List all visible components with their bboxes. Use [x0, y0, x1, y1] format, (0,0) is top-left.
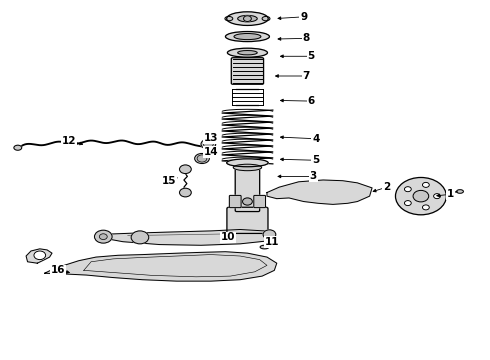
Text: 12: 12: [62, 136, 76, 145]
Polygon shape: [267, 180, 372, 204]
Circle shape: [422, 183, 429, 188]
Circle shape: [243, 198, 252, 205]
Circle shape: [434, 194, 441, 199]
Text: 11: 11: [265, 237, 279, 247]
Ellipse shape: [225, 32, 270, 41]
Ellipse shape: [227, 48, 268, 57]
Text: 1: 1: [446, 189, 454, 199]
FancyBboxPatch shape: [235, 162, 260, 212]
FancyBboxPatch shape: [229, 195, 241, 208]
FancyBboxPatch shape: [231, 58, 264, 84]
Circle shape: [263, 230, 276, 239]
Circle shape: [131, 231, 149, 244]
Ellipse shape: [233, 164, 262, 171]
Text: 5: 5: [312, 155, 319, 165]
Circle shape: [404, 201, 411, 206]
FancyBboxPatch shape: [254, 195, 266, 208]
Text: 14: 14: [203, 147, 218, 157]
Circle shape: [395, 177, 446, 215]
Circle shape: [95, 230, 112, 243]
Text: 8: 8: [302, 33, 310, 43]
Text: 3: 3: [310, 171, 317, 181]
Ellipse shape: [234, 33, 261, 40]
Circle shape: [413, 190, 429, 202]
Text: 4: 4: [312, 134, 319, 144]
Circle shape: [203, 140, 213, 148]
Text: 13: 13: [203, 133, 218, 143]
Ellipse shape: [225, 17, 233, 21]
Ellipse shape: [14, 145, 22, 150]
Text: 16: 16: [51, 265, 66, 275]
Circle shape: [179, 165, 191, 174]
FancyBboxPatch shape: [227, 207, 268, 233]
Polygon shape: [98, 229, 274, 245]
Circle shape: [34, 251, 46, 260]
Circle shape: [422, 205, 429, 210]
Text: 9: 9: [300, 12, 307, 22]
Ellipse shape: [195, 153, 209, 163]
Circle shape: [244, 16, 251, 22]
Circle shape: [197, 155, 207, 162]
Text: 5: 5: [307, 51, 315, 61]
Ellipse shape: [227, 12, 268, 26]
Ellipse shape: [260, 245, 269, 249]
Text: 2: 2: [383, 182, 391, 192]
Text: 10: 10: [220, 232, 235, 242]
Ellipse shape: [238, 15, 257, 22]
Text: 15: 15: [162, 176, 176, 186]
Text: 6: 6: [307, 96, 315, 106]
Polygon shape: [26, 249, 52, 263]
Ellipse shape: [238, 50, 257, 55]
Circle shape: [179, 188, 191, 197]
Ellipse shape: [262, 17, 270, 21]
Ellipse shape: [201, 139, 216, 149]
Circle shape: [99, 234, 107, 239]
Ellipse shape: [227, 159, 268, 167]
Polygon shape: [45, 252, 277, 281]
Ellipse shape: [457, 190, 464, 193]
Text: 7: 7: [302, 71, 310, 81]
Circle shape: [404, 187, 411, 192]
